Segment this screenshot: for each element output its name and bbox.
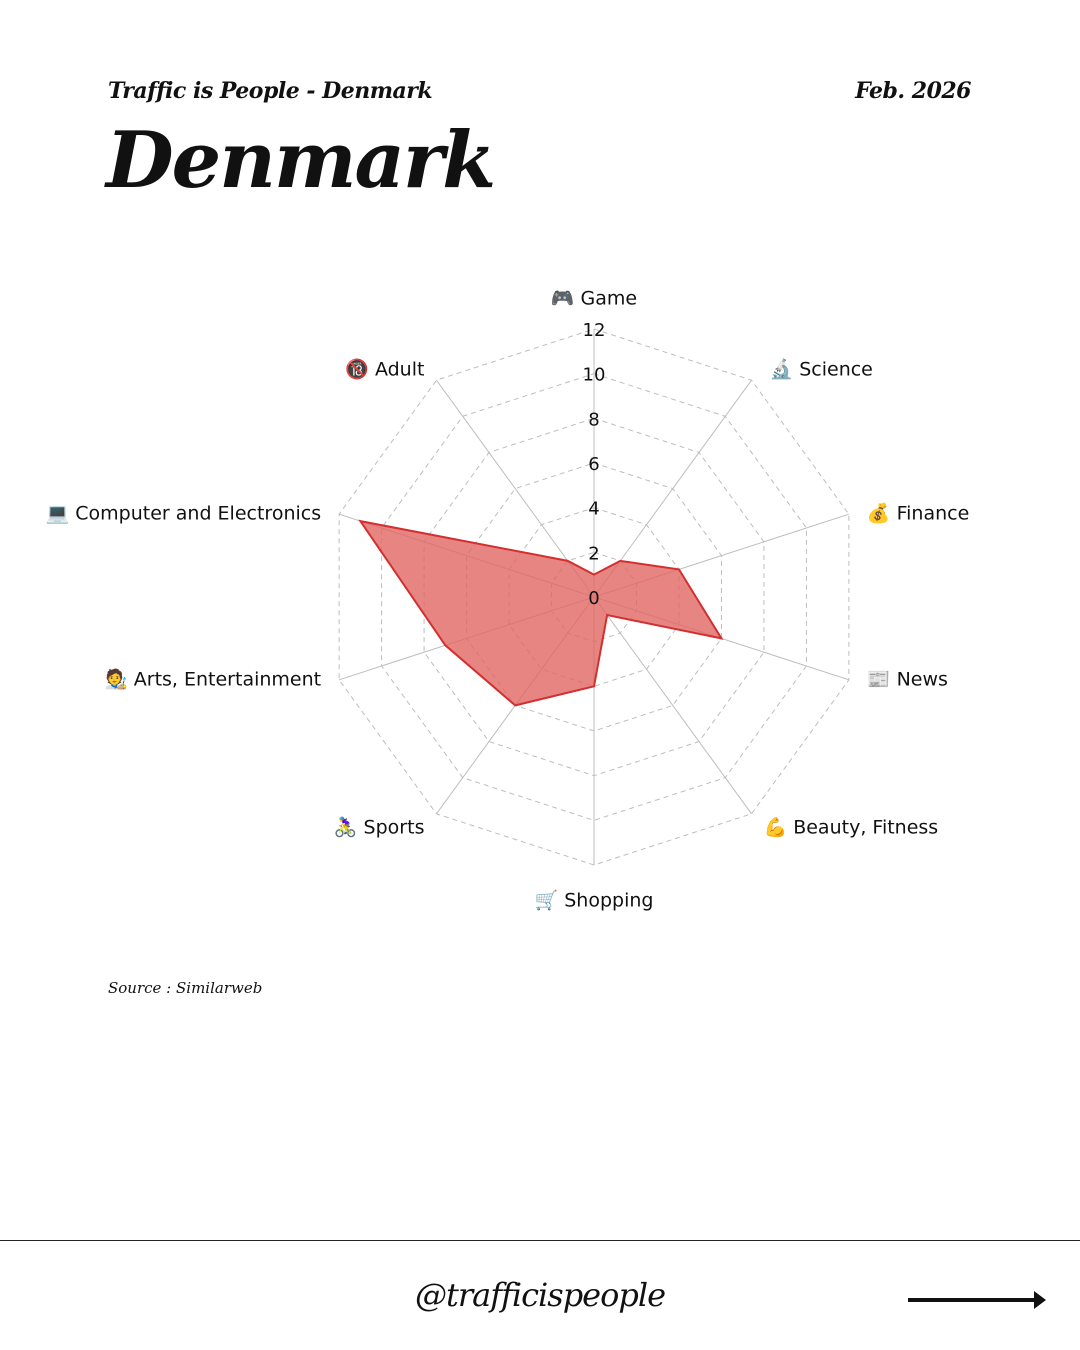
axis-label-news: 📰 News (867, 668, 948, 690)
axis-label-shopping: 🛒 Shopping (535, 889, 654, 912)
axis-label-game: 🎮 Game (551, 288, 637, 310)
radial-tick: 10 (583, 365, 606, 386)
axis-labels: 🎮 Game 🔬 Science 💰 Finance 📰 News 💪 Beauty, … (46, 288, 970, 912)
subtitle: Traffic is People - Denmark (108, 78, 433, 104)
axis-label-science: 🔬 Science (770, 358, 873, 381)
radar-series (358, 519, 724, 707)
radar-chart: 0 2 4 6 8 10 12 🎮 Game 🔬 Science 💰 Finance 📰 News… (46, 288, 970, 912)
axis-label-computer-electronics: 💻 Computer and Electronics (46, 503, 322, 525)
axis-label-adult: 🔞 Adult (345, 358, 424, 381)
axis-label-sports: 🚴‍♀️ Sports (334, 815, 425, 838)
axis-label-arts-entertainment: 🧑‍🎨 Arts, Entertainment (104, 667, 321, 690)
axis-label-beauty-fitness: 💪 Beauty, Fitness (764, 815, 939, 838)
axis-label-finance: 💰 Finance (867, 502, 969, 525)
radial-tick: 8 (588, 409, 599, 430)
radial-tick: 12 (583, 320, 606, 341)
source-note: Source : Similarweb (108, 979, 263, 997)
page-title: Denmark (106, 115, 496, 206)
social-handle: @trafficispeople (414, 1276, 666, 1314)
radial-tick-labels: 0 2 4 6 8 10 12 (583, 320, 606, 609)
axis-spoke (593, 596, 752, 815)
radial-tick: 2 (588, 543, 599, 564)
footer-divider (0, 1240, 1080, 1241)
radial-tick: 6 (588, 454, 599, 475)
radial-tick: 0 (588, 588, 599, 609)
date-label: Feb. 2026 (855, 78, 971, 104)
radial-tick: 4 (588, 499, 599, 520)
right-arrow-icon[interactable] (908, 1289, 1048, 1311)
series-area (358, 519, 724, 707)
